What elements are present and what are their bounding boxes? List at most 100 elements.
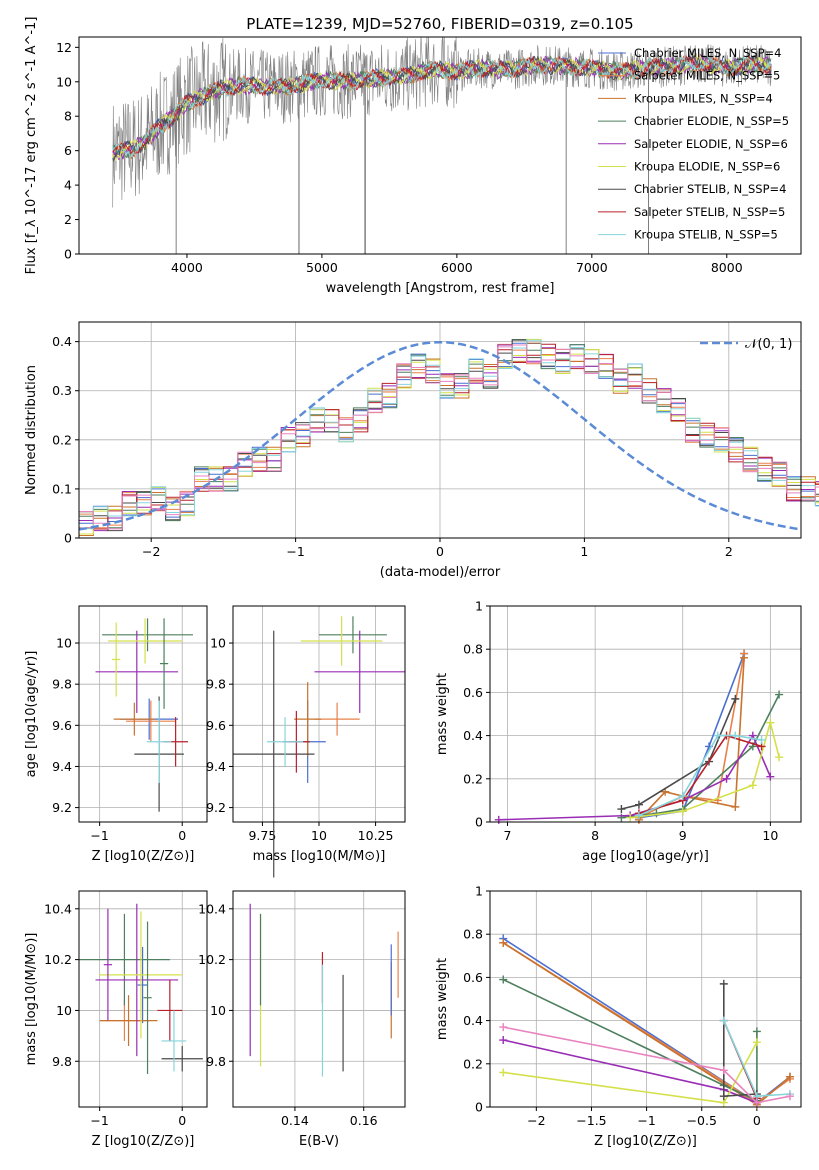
y-tick-label: 1 [475, 884, 483, 899]
age-weight-panel: 7 8 9 10 0 0.2 0.4 0.6 0.8 1 age [log10(age/yr)] ma… [435, 599, 802, 864]
y-tick-label: 6 [64, 143, 72, 158]
x-tick-label: 8000 [711, 260, 743, 275]
y-tick-label: 0.3 [52, 383, 72, 398]
model-spectrum [112, 55, 772, 158]
weight-line [638, 734, 762, 815]
residuals-panel: −2 −1 0 1 2 0 0.1 0.2 0.3 0.4 (data-model)/error No… [24, 321, 819, 580]
y-tick-label: 9.4 [206, 759, 226, 774]
y-tick-label: 0.2 [463, 771, 483, 786]
weight-marker [766, 718, 775, 727]
x-tick-label: 7000 [576, 260, 608, 275]
z-mass-panel: −1 0 9.8 10 10.2 10.4 Z [log10(Z/Z⊙)] mass [log… [24, 890, 208, 1149]
weight-marker [719, 1092, 728, 1101]
y-tick-label: 0.4 [52, 334, 72, 349]
x-axis-label: E(B-V) [299, 1134, 339, 1149]
y-tick-label: 8 [64, 109, 72, 124]
y-tick-label: 9.8 [206, 1054, 226, 1069]
y-tick-label: 9.8 [52, 677, 72, 692]
axes-frame [78, 605, 208, 823]
x-tick-label: 0 [178, 828, 186, 843]
weight-marker [499, 975, 508, 984]
weight-marker [748, 781, 757, 790]
x-tick-label: 2 [725, 544, 733, 559]
x-tick-label: 0 [436, 544, 444, 559]
weight-marker [785, 1092, 794, 1101]
x-axis-label: mass [log10(M/M⊙)] [253, 849, 386, 864]
x-tick-label: 0 [178, 1113, 186, 1128]
y-tick-label: 9.8 [52, 1054, 72, 1069]
y-tick-label: 2 [64, 212, 72, 227]
weight-line [621, 698, 737, 810]
z-weight-panel: −2 −1.5 −1 −0.5 0 0 0.2 0.4 0.6 0.8 1 Z [log10(Z/Z⊙… [435, 884, 802, 1149]
weight-marker [731, 731, 740, 740]
spectrum-panel: 4000 5000 6000 7000 8000 0 2 4 6 8 10 12 wavelength … [24, 17, 802, 296]
y-tick-label: 0.2 [52, 432, 72, 447]
y-tick-label: 10 [210, 1003, 226, 1018]
data-spectrum [112, 37, 772, 208]
y-tick-label: 10.4 [44, 901, 72, 916]
weight-marker [775, 690, 784, 699]
weight-line [503, 1039, 758, 1104]
legend-label: Kroupa MILES, N_SSP=4 [634, 91, 773, 105]
legend-label: 𝒩(0, 1) [745, 337, 792, 352]
residual-histogram [79, 338, 819, 535]
y-tick-label: 10 [210, 636, 226, 651]
weight-marker [719, 979, 728, 988]
weight-marker [499, 1068, 508, 1077]
y-tick-label: 10 [56, 74, 72, 89]
model-spectrum [112, 55, 772, 162]
weight-marker [678, 792, 687, 801]
x-tick-label: 0.14 [281, 1113, 309, 1128]
weight-marker [617, 805, 626, 814]
ebv-mass-panel: 0.14 0.16 9.8 10 10.2 10.4 E(B-V) [198, 890, 406, 1149]
weight-marker [757, 735, 766, 744]
weight-marker [494, 815, 503, 824]
y-tick-label: 4 [64, 178, 72, 193]
y-tick-label: 9.6 [206, 718, 226, 733]
y-axis-label: mass weight [435, 673, 450, 755]
x-tick-label: 0 [753, 1113, 761, 1128]
x-axis-label: age [log10(age/yr)] [582, 849, 709, 864]
y-axis-label: mass weight [435, 958, 450, 1040]
y-axis-label: mass [log10(M/M⊙)] [24, 933, 39, 1066]
y-tick-label: 0 [475, 815, 483, 830]
y-tick-label: 10.4 [198, 901, 226, 916]
x-tick-label: 1 [580, 544, 588, 559]
y-tick-label: 0 [64, 247, 72, 262]
x-axis-label: Z [log10(Z/Z⊙)] [92, 1134, 195, 1149]
weight-marker [617, 813, 626, 822]
weight-marker [785, 1072, 794, 1081]
y-tick-label: 9.4 [52, 759, 72, 774]
axes-frame [489, 605, 802, 823]
weight-marker [752, 1027, 761, 1036]
y-tick-label: 1 [475, 599, 483, 614]
axes-frame [78, 36, 802, 255]
weight-marker [499, 1023, 508, 1032]
y-tick-label: 0.6 [463, 970, 483, 985]
weight-marker [752, 1098, 761, 1107]
x-axis-label: Z [log10(Z/Z⊙)] [92, 849, 195, 864]
x-tick-label: 5000 [306, 260, 338, 275]
x-axis-label: wavelength [Angstrom, rest frame] [326, 281, 555, 296]
legend-label: Chabrier MILES, N_SSP=4 [634, 46, 781, 60]
y-tick-label: 9.6 [52, 718, 72, 733]
x-tick-label: −1 [637, 1113, 655, 1128]
residual-histogram [79, 343, 819, 530]
residual-histogram [79, 344, 819, 532]
y-tick-label: 0.4 [463, 728, 483, 743]
figure-title: PLATE=1239, MJD=52760, FIBERID=0319, z=0… [246, 15, 633, 33]
axes-frame [232, 605, 406, 823]
axes-frame [232, 890, 406, 1108]
x-tick-label: −1 [90, 1113, 108, 1128]
y-tick-label: 0 [475, 1100, 483, 1115]
x-tick-label: 10 [762, 828, 778, 843]
weight-line [498, 733, 772, 821]
axes-frame [78, 890, 208, 1108]
y-tick-label: 0.8 [463, 642, 483, 657]
x-tick-label: −2 [527, 1113, 545, 1128]
weight-marker [766, 772, 775, 781]
y-axis-label: Normed distribution [24, 365, 39, 495]
y-axis-label: age [log10(age/yr)] [24, 651, 39, 778]
mass-age-panel: 9.75 10 10.25 9.2 9.4 9.6 9.8 10 mass [log10(M/M… [206, 605, 406, 878]
